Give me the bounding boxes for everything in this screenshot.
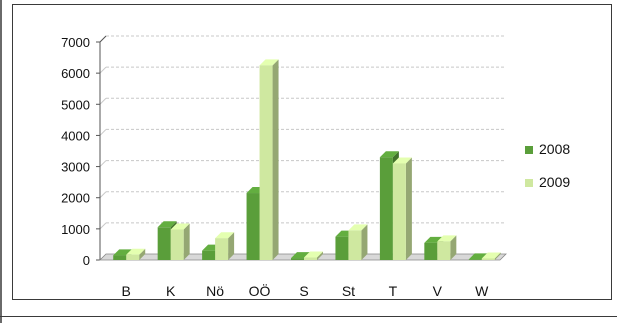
y-tick-label: 4000 (61, 128, 90, 143)
bar-side-2009-V (450, 235, 457, 260)
bar-side-2009-K (183, 223, 190, 260)
y-tick-label: 7000 (61, 35, 90, 50)
x-tick-label: OÖ (249, 282, 271, 299)
bar-2008-OÖ (246, 193, 260, 260)
x-tick-label: K (166, 283, 176, 299)
bar-side-2009-OÖ (272, 59, 279, 260)
x-tick-label: Nö (206, 283, 224, 299)
legend-label-2009: 2009 (539, 174, 570, 190)
bar-2008-T (379, 157, 393, 260)
bar-2008-K (157, 227, 171, 260)
bar-2008-B (113, 255, 127, 260)
gridline-depth (99, 97, 107, 105)
bar-side-2009-W (494, 252, 501, 260)
bar-2009-S (304, 257, 317, 260)
bar-top-2008-T (379, 151, 399, 158)
bar-2009-Nö (215, 238, 229, 260)
bar-2008-Nö (202, 250, 216, 260)
x-tick-label: T (389, 283, 398, 299)
bar-top-2009-V (437, 235, 457, 242)
bar-top-2009-K (170, 223, 190, 230)
bar-top-2009-W (481, 252, 501, 259)
y-tick-label: 2000 (61, 191, 90, 206)
x-tick-label: V (433, 283, 443, 299)
x-tick-label: W (475, 283, 489, 299)
bar-2008-St (335, 236, 349, 260)
bar-top-2009-Nö (215, 232, 235, 239)
bar-2009-K (170, 229, 184, 260)
page-bottom-edge (0, 316, 617, 317)
bar-2009-OÖ (259, 65, 273, 260)
legend-swatch-2008 (525, 146, 533, 154)
y-tick-label: 0 (83, 253, 90, 268)
bar-2008-W (468, 259, 482, 260)
gridline-depth (99, 129, 107, 136)
x-tick-label: B (122, 283, 131, 299)
bar-2008-S (291, 258, 304, 260)
bar-2009-W (481, 258, 495, 260)
y-tick-label: 3000 (61, 160, 90, 175)
bar-top-2009-B (126, 248, 146, 255)
bar-2008-V (424, 242, 438, 260)
bar-side-2009-T (405, 157, 412, 260)
bar-side-2009-S (317, 251, 323, 260)
legend-label-2008: 2008 (539, 141, 570, 157)
x-tick-label: S (299, 283, 308, 299)
gridline-depth (99, 222, 107, 230)
gridline-depth (99, 191, 107, 199)
y-axis-depth (99, 35, 107, 43)
bar-top-2008-K (157, 221, 177, 228)
x-tick-label: St (342, 283, 355, 299)
bar-2009-T (392, 163, 406, 260)
y-tick-label: 6000 (61, 66, 90, 81)
y-tick-label: 1000 (61, 222, 90, 237)
bar-top-2009-OÖ (259, 59, 279, 66)
legend-swatch-2009 (525, 179, 533, 187)
bar-top-2009-T (392, 157, 412, 164)
y-tick-label: 5000 (61, 97, 90, 112)
bar-side-2009-B (139, 248, 146, 260)
bar-2009-B (126, 254, 140, 260)
chart-frame (12, 4, 612, 300)
gridline-depth (99, 66, 107, 74)
bar-side-2009-St (361, 224, 368, 260)
bar-top-2009-S (304, 251, 323, 258)
bar-side-2009-Nö (228, 232, 235, 260)
gridline-depth (99, 160, 107, 167)
bar-2009-V (437, 241, 451, 260)
bar-2009-St (348, 230, 362, 260)
bar-top-2009-St (348, 224, 368, 231)
page-left-edge (0, 0, 2, 323)
